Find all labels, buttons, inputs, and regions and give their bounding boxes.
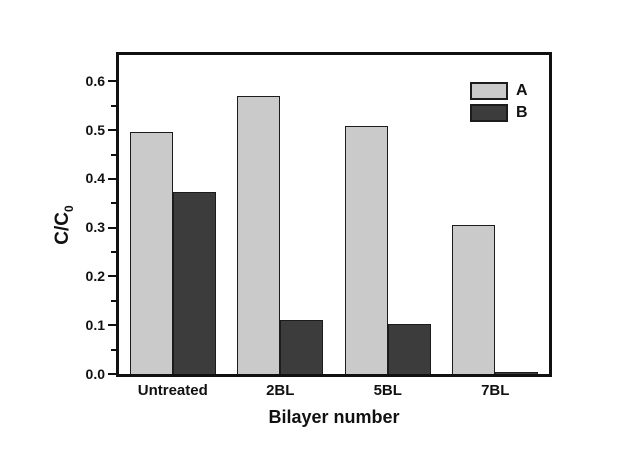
y-major-tick xyxy=(108,373,116,375)
x-category-label-2bl: 2BL xyxy=(266,382,295,399)
y-major-tick xyxy=(108,129,116,132)
y-major-tick xyxy=(108,226,116,229)
y-tick-label: 0.0 xyxy=(85,365,105,382)
plot-area: 0.0 0.1 0.2 0.3 0.4 0.5 0.6 Untreated 2BL 5BL 7BL xyxy=(86,55,549,399)
legend-swatch-a xyxy=(470,82,508,100)
y-major-tick xyxy=(108,324,116,327)
legend-label-a: A xyxy=(516,82,528,99)
y-tick-label: 0.1 xyxy=(85,316,105,333)
y-minor-tick xyxy=(111,153,116,156)
x-category-label-untreated: Untreated xyxy=(137,382,208,399)
y-minor-tick xyxy=(111,104,116,107)
y-minor-tick xyxy=(111,299,116,302)
bar-a-2bl xyxy=(237,95,281,374)
x-category-label-5bl: 5BL xyxy=(373,382,402,399)
legend-entry-a: A xyxy=(470,82,528,100)
legend-label-b: B xyxy=(516,104,528,121)
bar-a-5bl xyxy=(344,125,388,374)
y-tick-label: 0.2 xyxy=(85,267,105,284)
legend-swatch-b xyxy=(470,104,508,122)
bar-b-2bl xyxy=(280,320,324,374)
bar-b-7bl xyxy=(495,371,539,374)
y-minor-tick xyxy=(111,251,116,254)
bar-a-7bl xyxy=(452,225,496,374)
y-tick-label: 0.6 xyxy=(85,72,105,89)
y-axis-title-subscript: 0 xyxy=(61,205,76,212)
bar-b-untreated xyxy=(172,192,216,374)
y-major-tick xyxy=(108,80,116,83)
y-minor-tick xyxy=(111,202,116,205)
y-major-tick xyxy=(108,177,116,180)
bar-b-5bl xyxy=(387,324,431,374)
x-axis-title: Bilayer number xyxy=(268,407,400,427)
y-major-tick xyxy=(108,275,116,278)
y-tick-label: 0.5 xyxy=(85,121,105,138)
y-tick-label: 0.4 xyxy=(85,170,105,187)
legend-entry-b: B xyxy=(470,104,528,122)
y-tick-label: 0.3 xyxy=(85,219,105,236)
x-category-label-7bl: 7BL xyxy=(481,382,510,399)
bar-a-untreated xyxy=(129,131,173,374)
y-minor-tick xyxy=(111,348,116,351)
